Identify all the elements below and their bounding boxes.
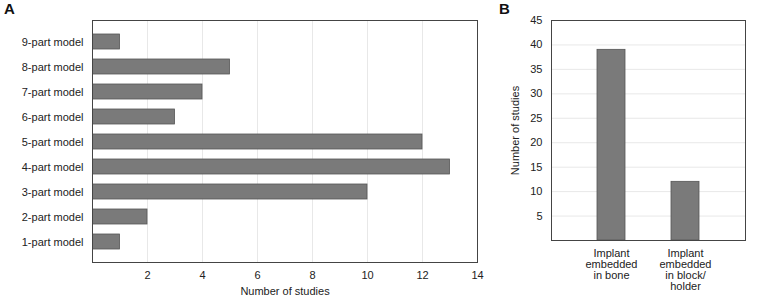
svg-text:2: 2 [144, 269, 150, 281]
svg-text:Number of studies: Number of studies [240, 285, 330, 297]
svg-text:12: 12 [416, 269, 428, 281]
svg-text:15: 15 [530, 161, 542, 173]
svg-text:10: 10 [361, 269, 373, 281]
svg-text:2-part model: 2-part model [22, 211, 84, 223]
svg-text:1-part model: 1-part model [22, 236, 84, 248]
svg-text:6-part model: 6-part model [22, 111, 84, 123]
svg-text:4-part model: 4-part model [22, 161, 84, 173]
svg-text:45: 45 [530, 14, 542, 26]
svg-text:5-part model: 5-part model [22, 136, 84, 148]
svg-text:4: 4 [199, 269, 205, 281]
svg-text:14: 14 [471, 269, 483, 281]
svg-text:20: 20 [530, 136, 542, 148]
svg-text:3-part model: 3-part model [22, 186, 84, 198]
svg-text:5: 5 [536, 210, 542, 222]
svg-text:Implantembeddedin block/holder: Implantembeddedin block/holder [660, 247, 712, 292]
svg-text:8-part model: 8-part model [22, 61, 84, 73]
svg-text:9-part model: 9-part model [22, 36, 84, 48]
svg-text:25: 25 [530, 112, 542, 124]
svg-text:Implantembeddedin bone: Implantembeddedin bone [586, 247, 638, 281]
html-text:B: B [499, 0, 510, 17]
svg-text:6: 6 [254, 269, 260, 281]
svg-text:40: 40 [530, 38, 542, 50]
svg-text:10: 10 [530, 185, 542, 197]
svg-text:30: 30 [530, 87, 542, 99]
svg-text:35: 35 [530, 63, 542, 75]
svg-text:8: 8 [309, 269, 315, 281]
svg-text:Number of studies: Number of studies [509, 85, 521, 175]
svg-text:7-part model: 7-part model [22, 86, 84, 98]
html-text:A: A [4, 0, 15, 17]
